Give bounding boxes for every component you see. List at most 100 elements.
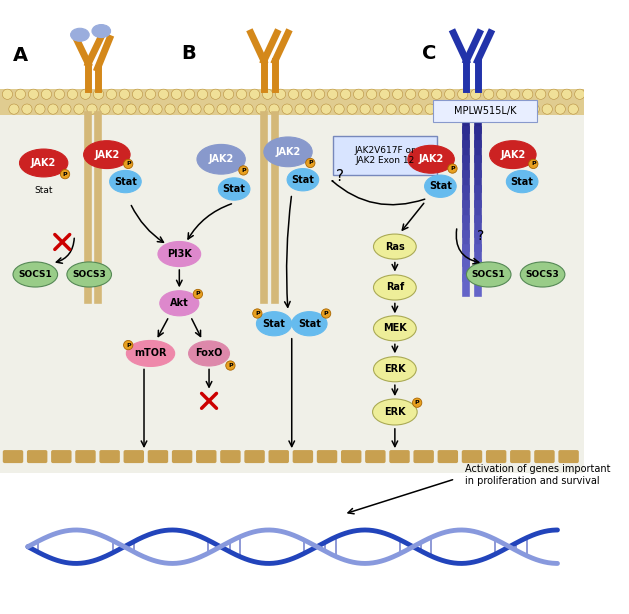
FancyBboxPatch shape bbox=[365, 450, 386, 463]
FancyBboxPatch shape bbox=[438, 450, 458, 463]
Ellipse shape bbox=[92, 25, 111, 37]
Circle shape bbox=[139, 104, 149, 114]
Circle shape bbox=[529, 104, 539, 114]
Text: P: P bbox=[531, 161, 536, 166]
FancyBboxPatch shape bbox=[196, 450, 216, 463]
Bar bbox=[0, 88, 584, 115]
Text: Raf: Raf bbox=[386, 282, 404, 292]
Circle shape bbox=[253, 309, 262, 318]
Circle shape bbox=[152, 104, 162, 114]
Circle shape bbox=[9, 104, 19, 114]
Circle shape bbox=[61, 104, 71, 114]
Circle shape bbox=[301, 89, 312, 99]
Circle shape bbox=[193, 289, 203, 298]
Text: P: P bbox=[228, 363, 233, 368]
Circle shape bbox=[308, 104, 318, 114]
Ellipse shape bbox=[67, 262, 111, 287]
Text: Stat: Stat bbox=[35, 187, 53, 195]
Text: JAK2: JAK2 bbox=[500, 150, 525, 160]
Text: SOCS3: SOCS3 bbox=[526, 270, 559, 279]
Circle shape bbox=[93, 89, 104, 99]
Circle shape bbox=[239, 166, 248, 175]
Circle shape bbox=[67, 89, 77, 99]
Circle shape bbox=[360, 104, 370, 114]
Circle shape bbox=[60, 169, 70, 179]
Ellipse shape bbox=[520, 262, 565, 287]
Text: JAK2: JAK2 bbox=[208, 154, 234, 165]
FancyBboxPatch shape bbox=[51, 450, 72, 463]
Text: B: B bbox=[181, 44, 196, 63]
Text: JAK2: JAK2 bbox=[94, 150, 120, 160]
Text: C: C bbox=[422, 44, 436, 63]
Ellipse shape bbox=[374, 234, 416, 259]
Text: Stat: Stat bbox=[263, 319, 286, 328]
Ellipse shape bbox=[467, 262, 511, 287]
Circle shape bbox=[74, 104, 84, 114]
Text: P: P bbox=[196, 292, 200, 297]
Circle shape bbox=[120, 89, 130, 99]
Text: Stat: Stat bbox=[291, 175, 314, 185]
Text: P: P bbox=[241, 168, 246, 173]
Circle shape bbox=[477, 104, 487, 114]
FancyBboxPatch shape bbox=[317, 450, 337, 463]
Circle shape bbox=[425, 104, 435, 114]
Circle shape bbox=[340, 89, 351, 99]
Text: JAK2: JAK2 bbox=[31, 158, 56, 168]
Ellipse shape bbox=[408, 146, 454, 173]
Text: JAK2V617F or
JAK2 Exon 12: JAK2V617F or JAK2 Exon 12 bbox=[354, 146, 415, 165]
Circle shape bbox=[523, 89, 533, 99]
Circle shape bbox=[250, 89, 260, 99]
Circle shape bbox=[321, 104, 331, 114]
Text: Stat: Stat bbox=[223, 184, 245, 194]
Circle shape bbox=[22, 104, 32, 114]
Circle shape bbox=[123, 159, 133, 169]
Circle shape bbox=[3, 89, 13, 99]
Circle shape bbox=[490, 104, 500, 114]
Circle shape bbox=[237, 89, 247, 99]
Circle shape bbox=[445, 89, 455, 99]
Ellipse shape bbox=[197, 144, 245, 174]
Circle shape bbox=[42, 89, 52, 99]
FancyBboxPatch shape bbox=[433, 100, 537, 122]
FancyBboxPatch shape bbox=[220, 450, 241, 463]
Circle shape bbox=[123, 340, 133, 350]
Text: ERK: ERK bbox=[384, 364, 406, 375]
Text: SOCS1: SOCS1 bbox=[472, 270, 506, 279]
Circle shape bbox=[15, 89, 26, 99]
Text: A: A bbox=[13, 46, 28, 65]
FancyBboxPatch shape bbox=[3, 450, 23, 463]
Circle shape bbox=[126, 104, 136, 114]
Text: Stat: Stat bbox=[114, 177, 137, 187]
Ellipse shape bbox=[19, 149, 68, 177]
Circle shape bbox=[497, 89, 507, 99]
Circle shape bbox=[562, 89, 572, 99]
Circle shape bbox=[165, 104, 175, 114]
Circle shape bbox=[48, 104, 58, 114]
Circle shape bbox=[28, 89, 38, 99]
Circle shape bbox=[575, 89, 585, 99]
Ellipse shape bbox=[189, 341, 230, 366]
Circle shape bbox=[509, 89, 520, 99]
Circle shape bbox=[347, 104, 357, 114]
Ellipse shape bbox=[70, 28, 89, 41]
Circle shape bbox=[503, 104, 513, 114]
Circle shape bbox=[451, 104, 461, 114]
Text: Ras: Ras bbox=[385, 241, 404, 252]
Circle shape bbox=[132, 89, 143, 99]
Circle shape bbox=[81, 89, 91, 99]
Text: MPLW515L/K: MPLW515L/K bbox=[454, 106, 516, 116]
Circle shape bbox=[256, 104, 266, 114]
FancyBboxPatch shape bbox=[413, 450, 434, 463]
Text: P: P bbox=[63, 172, 67, 177]
Text: Activation of genes important
in proliferation and survival: Activation of genes important in prolife… bbox=[465, 464, 610, 486]
Ellipse shape bbox=[158, 241, 201, 266]
Circle shape bbox=[223, 89, 233, 99]
Circle shape bbox=[295, 104, 305, 114]
Ellipse shape bbox=[292, 312, 327, 336]
Circle shape bbox=[106, 89, 116, 99]
Circle shape bbox=[438, 104, 448, 114]
Text: P: P bbox=[126, 343, 131, 348]
Circle shape bbox=[54, 89, 65, 99]
Text: JAK2: JAK2 bbox=[418, 154, 443, 165]
FancyBboxPatch shape bbox=[0, 88, 584, 473]
